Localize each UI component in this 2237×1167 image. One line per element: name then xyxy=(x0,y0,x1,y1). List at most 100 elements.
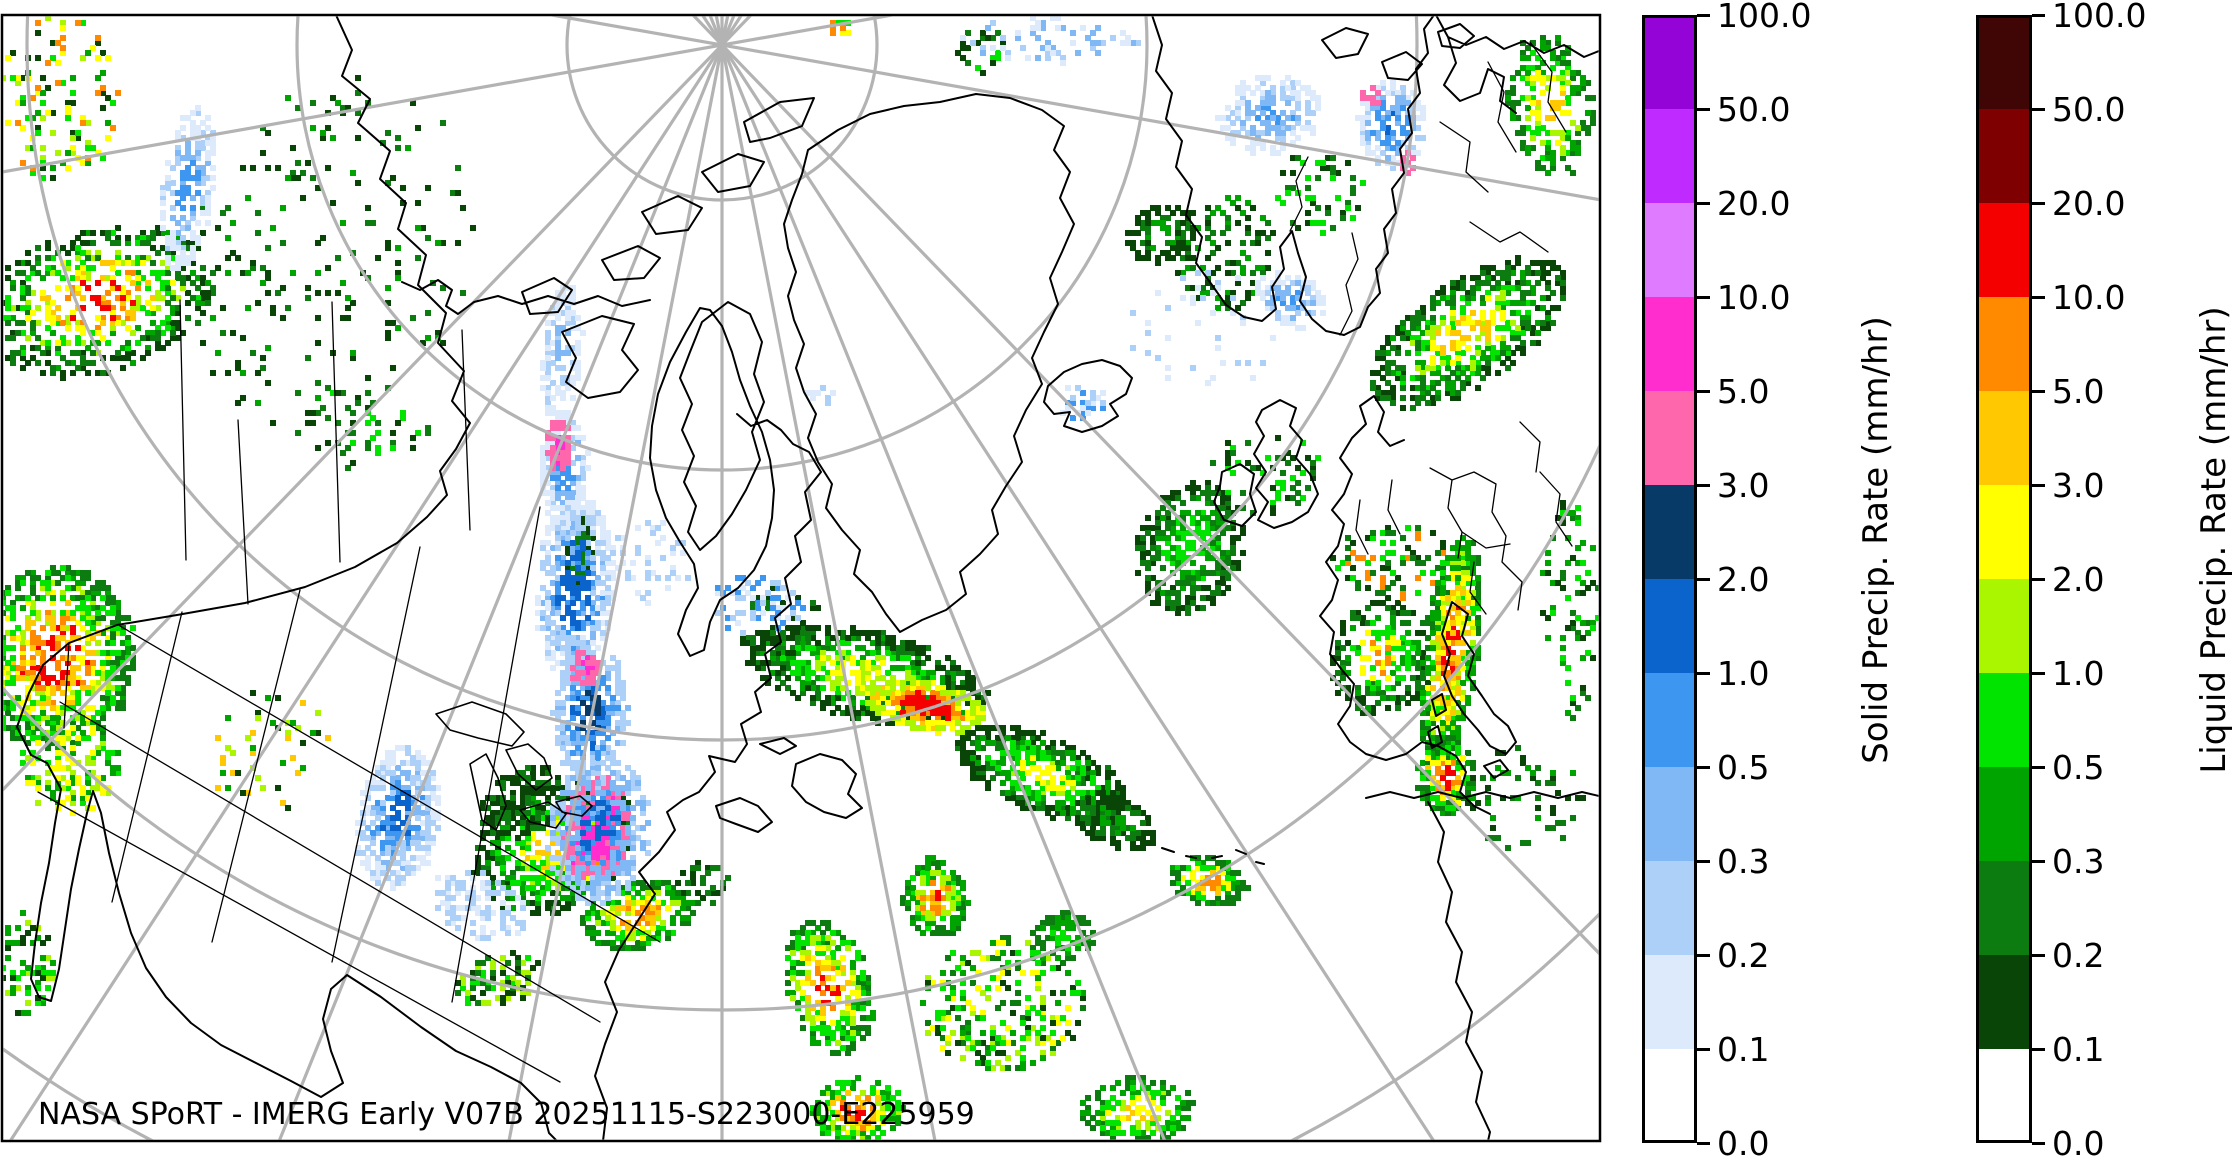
tick-label: 0.1 xyxy=(1717,1030,1770,1069)
tick-mark xyxy=(1697,483,1710,487)
precip-region xyxy=(1170,855,1251,906)
tick-label: 1.0 xyxy=(2052,654,2105,693)
precip-region xyxy=(1125,205,1196,266)
tick-mark xyxy=(1697,577,1710,581)
precip-region xyxy=(190,75,476,426)
tick-mark xyxy=(2032,577,2045,581)
tick-mark xyxy=(2032,201,2045,205)
tick-label: 0.0 xyxy=(2052,1124,2105,1163)
colorbar-segment xyxy=(1642,955,1697,1050)
precip-region xyxy=(920,935,1086,1071)
tick-mark xyxy=(1697,1047,1710,1051)
precip-region xyxy=(1030,910,1096,961)
precip-region xyxy=(1130,270,1276,386)
colorbar-segment xyxy=(1642,109,1697,204)
colorbar-segment xyxy=(1976,109,2032,204)
colorbar-segment xyxy=(1976,955,2032,1050)
tick-label: 1.0 xyxy=(1717,654,1770,693)
tick-label: 50.0 xyxy=(1717,90,1791,129)
colorbar-segment xyxy=(1642,767,1697,862)
colorbar-segment xyxy=(1976,297,2032,392)
tick-label: 0.2 xyxy=(1717,936,1770,975)
tick-label: 2.0 xyxy=(2052,560,2105,599)
precipitation-map xyxy=(0,13,1602,1143)
colorbar-segment xyxy=(1976,485,2032,580)
tick-mark xyxy=(1697,107,1710,111)
precip-region xyxy=(1215,75,1321,156)
tick-mark xyxy=(1697,295,1710,299)
tick-label: 50.0 xyxy=(2052,90,2126,129)
colorbar-segment xyxy=(1976,203,2032,298)
tick-label: 0.0 xyxy=(1717,1124,1770,1163)
colorbar-solid-axis-label: Solid Precip. Rate (mm/hr) xyxy=(1856,316,1896,764)
colorbar-segment xyxy=(1976,579,2032,674)
tick-label: 20.0 xyxy=(1717,184,1791,223)
precip-region xyxy=(455,950,541,1006)
precip-region xyxy=(435,870,526,941)
graticule-grid xyxy=(3,16,1599,1140)
precip-region xyxy=(675,860,731,906)
precip-region xyxy=(3,16,121,181)
precip-region xyxy=(550,650,631,781)
colorbar-liquid-axis-label: Liquid Precip. Rate (mm/hr) xyxy=(2194,306,2234,774)
tick-label: 100.0 xyxy=(2052,0,2147,35)
tick-label: 20.0 xyxy=(2052,184,2126,223)
tick-mark xyxy=(2032,1141,2045,1145)
tick-mark xyxy=(1697,13,1710,17)
tick-mark xyxy=(2032,671,2045,675)
precip-region xyxy=(1080,1075,1196,1140)
tick-label: 2.0 xyxy=(1717,560,1770,599)
tick-mark xyxy=(1697,1141,1710,1145)
colorbar-segment xyxy=(1642,391,1697,486)
colorbar-segment xyxy=(1642,673,1697,768)
precip-region xyxy=(570,650,601,686)
precip-region xyxy=(540,285,586,421)
tick-label: 0.5 xyxy=(1717,748,1770,787)
tick-mark xyxy=(2032,13,2045,17)
colorbar-segment xyxy=(1642,1049,1697,1144)
coastlines xyxy=(16,16,1599,1140)
tick-label: 5.0 xyxy=(2052,372,2105,411)
great-lakes xyxy=(435,701,593,831)
precip-region xyxy=(610,520,691,606)
colorbar-segment xyxy=(1976,1049,2032,1144)
map-frame xyxy=(0,13,1602,1143)
tick-mark xyxy=(2032,389,2045,393)
tick-label: 0.1 xyxy=(2052,1030,2105,1069)
tick-mark xyxy=(2032,483,2045,487)
colorbar-segment xyxy=(1976,861,2032,956)
colorbar-segment xyxy=(1642,203,1697,298)
precip-region xyxy=(785,920,876,1056)
colorbar-outline xyxy=(1642,15,1697,1143)
precip-region xyxy=(1420,535,1481,766)
map-annotation: NASA SPoRT - IMERG Early V07B 20251115-S… xyxy=(38,1097,975,1132)
tick-label: 100.0 xyxy=(1717,0,1812,35)
precip-region xyxy=(1360,85,1381,106)
tick-label: 3.0 xyxy=(2052,466,2105,505)
colorbar-segment xyxy=(1642,15,1697,110)
precip-region xyxy=(355,745,441,891)
precip-region xyxy=(1275,155,1366,236)
colorbar-segment xyxy=(1976,391,2032,486)
tick-mark xyxy=(1697,765,1710,769)
precip-region xyxy=(535,495,616,681)
colorbar-segment xyxy=(1976,15,2032,110)
precip-region xyxy=(1370,255,1566,411)
precip-region xyxy=(3,565,136,751)
tick-mark xyxy=(1697,671,1710,675)
coastline-path xyxy=(16,16,1599,1140)
precip-region xyxy=(1210,435,1321,516)
colorbar-segment xyxy=(1642,485,1697,580)
tick-mark xyxy=(2032,765,2045,769)
colorbar-outline xyxy=(1976,15,2032,1143)
colorbar-segment xyxy=(1642,579,1697,674)
tick-mark xyxy=(2032,107,2045,111)
precip-region xyxy=(805,385,836,406)
tick-mark xyxy=(2032,953,2045,957)
tick-mark xyxy=(2032,295,2045,299)
tick-label: 10.0 xyxy=(1717,278,1791,317)
precip-region xyxy=(715,575,806,636)
precip-region xyxy=(1075,790,1156,851)
tick-label: 3.0 xyxy=(1717,466,1770,505)
